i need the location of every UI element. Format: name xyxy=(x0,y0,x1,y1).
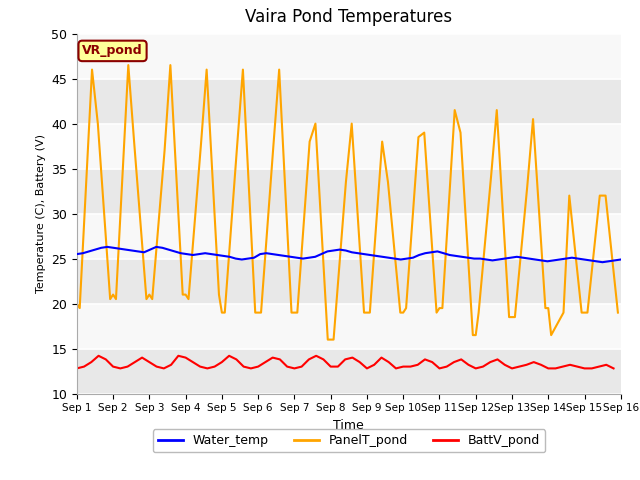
Title: Vaira Pond Temperatures: Vaira Pond Temperatures xyxy=(245,9,452,26)
Bar xyxy=(77,259,621,303)
Bar xyxy=(77,348,621,394)
Bar xyxy=(77,168,621,214)
Bar xyxy=(77,214,621,259)
Y-axis label: Temperature (C), Battery (V): Temperature (C), Battery (V) xyxy=(36,134,45,293)
Bar xyxy=(77,34,621,79)
Bar xyxy=(77,303,621,348)
Legend: Water_temp, PanelT_pond, BattV_pond: Water_temp, PanelT_pond, BattV_pond xyxy=(152,429,545,452)
Bar xyxy=(77,123,621,168)
Bar xyxy=(77,79,621,123)
X-axis label: Time: Time xyxy=(333,419,364,432)
Text: VR_pond: VR_pond xyxy=(82,44,143,58)
